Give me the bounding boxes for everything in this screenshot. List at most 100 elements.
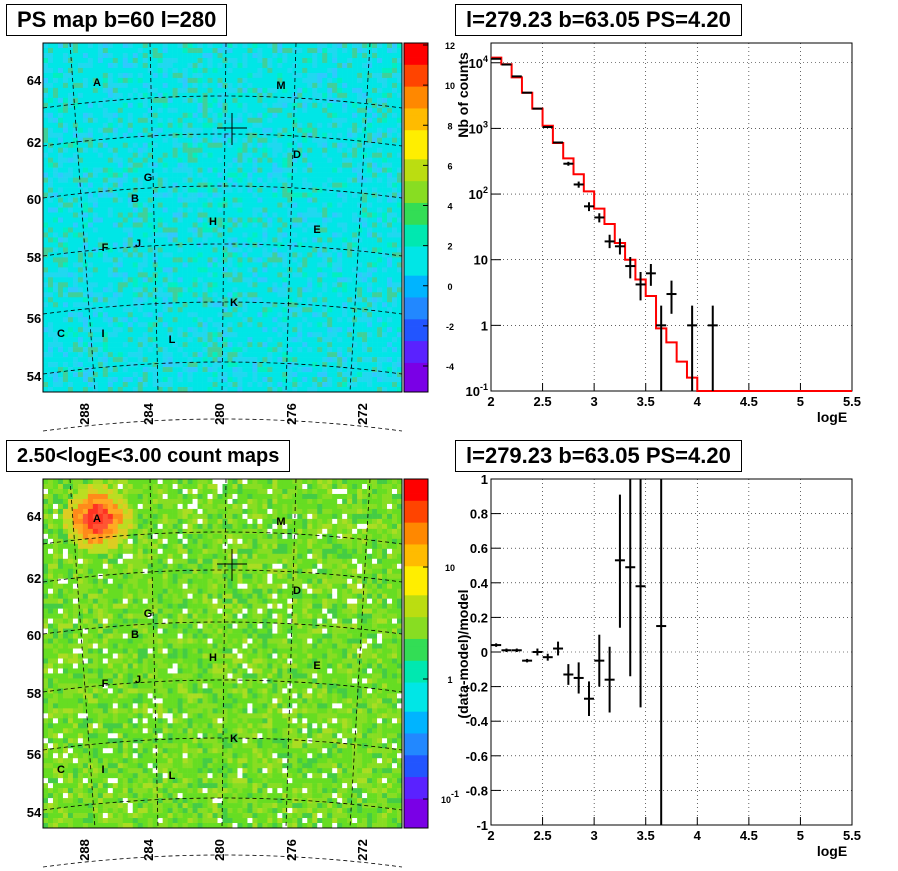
heatmap-cell: [262, 352, 268, 358]
heatmap-cell: [232, 377, 238, 383]
heatmap-cell: [342, 112, 348, 119]
heatmap-cell: [57, 327, 64, 333]
heatmap-cell: [92, 262, 99, 268]
heatmap-cell: [222, 337, 228, 343]
heatmap-cell: [182, 192, 188, 198]
heatmap-cell: [287, 47, 293, 54]
heatmap-cell: [232, 292, 238, 298]
heatmap-cell: [142, 132, 149, 139]
heatmap-cell: [237, 167, 243, 173]
heatmap-cell: [162, 387, 168, 393]
heatmap-cell: [327, 192, 333, 198]
heatmap-cell: [72, 387, 79, 393]
heatmap-cell: [237, 242, 243, 248]
heatmap-cell: [222, 237, 228, 243]
heatmap-cell: [47, 287, 54, 293]
heatmap-cell: [152, 302, 158, 308]
heatmap-cell: [332, 377, 338, 383]
heatmap-cell: [247, 372, 253, 378]
heatmap-cell: [177, 232, 183, 238]
heatmap-cell: [322, 237, 328, 243]
heatmap-cell: [352, 322, 358, 328]
heatmap-cell: [157, 282, 163, 288]
heatmap-cell: [167, 182, 173, 188]
heatmap-cell: [62, 87, 69, 94]
heatmap-cell: [382, 87, 388, 94]
heatmap-cell: [272, 227, 278, 233]
heatmap-cell: [82, 272, 89, 278]
heatmap-cell: [52, 127, 59, 134]
heatmap-cell: [202, 47, 208, 54]
heatmap-cell: [332, 322, 338, 328]
heatmap-cell: [117, 127, 124, 134]
heatmap-cell: [232, 352, 238, 358]
heatmap-cell: [172, 222, 178, 228]
heatmap-cell: [287, 277, 293, 283]
heatmap-cell: [62, 172, 69, 178]
heatmap-cell: [362, 57, 368, 64]
heatmap-cell: [357, 97, 363, 104]
heatmap-cell: [197, 112, 203, 119]
heatmap-cell: [397, 62, 403, 69]
heatmap-cell: [307, 137, 313, 144]
heatmap-cell: [127, 377, 134, 383]
heatmap-cell: [172, 87, 178, 94]
heatmap-cell: [327, 182, 333, 188]
heatmap-cell: [272, 157, 278, 163]
heatmap-cell: [43, 197, 49, 203]
heatmap-cell: [177, 297, 183, 303]
heatmap-cell: [317, 57, 323, 64]
heatmap-cell: [182, 312, 188, 318]
heatmap-cell: [217, 332, 223, 338]
heatmap-cell: [222, 207, 228, 213]
heatmap-cell: [227, 82, 233, 89]
heatmap-cell: [317, 357, 323, 363]
heatmap-cell: [362, 92, 368, 99]
heatmap-cell: [392, 332, 398, 338]
heatmap-cell: [102, 287, 109, 293]
heatmap-cell: [282, 262, 288, 268]
heatmap-cell: [287, 202, 293, 208]
heatmap-cell: [222, 107, 228, 114]
heatmap-cell: [312, 352, 318, 358]
heatmap-cell: [117, 162, 124, 168]
heatmap-cell: [297, 77, 303, 84]
heatmap-cell: [137, 202, 144, 208]
heatmap-cell: [387, 77, 393, 84]
heatmap-cell: [382, 167, 388, 173]
heatmap-cell: [392, 287, 398, 293]
heatmap-cell: [112, 52, 119, 59]
heatmap-cell: [92, 242, 99, 248]
heatmap-cell: [177, 137, 183, 144]
heatmap-cell: [172, 337, 178, 343]
heatmap-cell: [262, 327, 268, 333]
heatmap-cell: [102, 67, 109, 74]
heatmap-cell: [237, 287, 243, 293]
heatmap-cell: [392, 127, 398, 134]
heatmap-cell: [317, 307, 323, 313]
heatmap-cell: [217, 57, 223, 64]
heatmap-cell: [277, 227, 283, 233]
heatmap-cell: [317, 232, 323, 238]
heatmap-cell: [57, 52, 64, 59]
heatmap-cell: [287, 97, 293, 104]
heatmap-cell: [197, 62, 203, 69]
heatmap-cell: [107, 342, 114, 348]
heatmap-cell: [87, 87, 94, 94]
heatmap-cell: [267, 302, 273, 308]
heatmap-cell: [347, 72, 353, 79]
heatmap-cell: [387, 247, 393, 253]
heatmap-cell: [197, 57, 203, 64]
heatmap-cell: [72, 97, 79, 104]
heatmap-cell: [332, 112, 338, 119]
heatmap-cell: [392, 87, 398, 94]
heatmap-cell: [97, 82, 104, 89]
heatmap-cell: [192, 292, 198, 298]
heatmap-cell: [377, 127, 383, 134]
heatmap-cell: [92, 337, 99, 343]
heatmap-cell: [357, 247, 363, 253]
heatmap-cell: [192, 327, 198, 333]
heatmap-cell: [387, 197, 393, 203]
heatmap-cell: [257, 307, 263, 313]
heatmap-cell: [152, 242, 158, 248]
